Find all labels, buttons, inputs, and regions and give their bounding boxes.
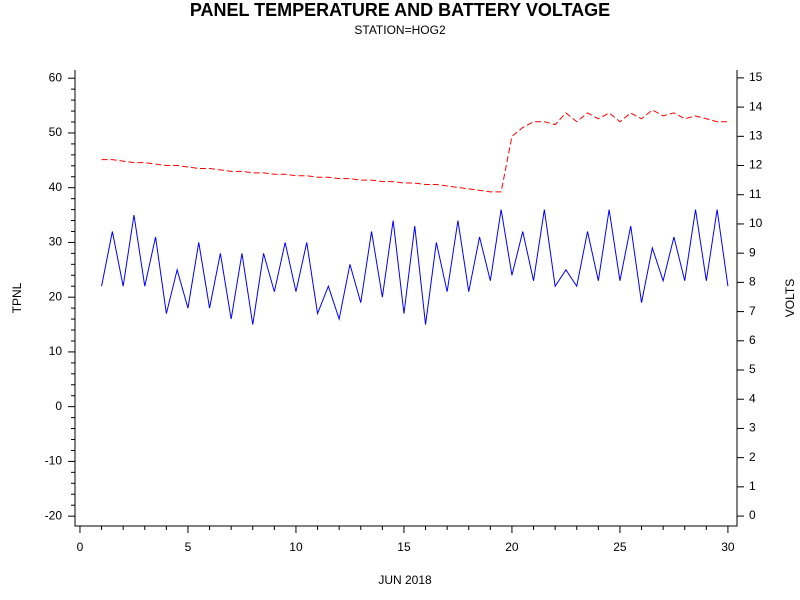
y2-tick-label: 9 xyxy=(749,245,756,259)
y2-tick-label: 12 xyxy=(749,158,763,172)
chart-title: PANEL TEMPERATURE AND BATTERY VOLTAGE xyxy=(190,0,610,20)
x-tick-label: 10 xyxy=(289,540,303,554)
y-axis-label: TPNL xyxy=(10,282,24,313)
axis-frame xyxy=(74,70,738,527)
x-axis-label: JUN 2018 xyxy=(378,573,432,587)
x-tick-label: 30 xyxy=(721,540,735,554)
y-tick-label: -20 xyxy=(45,508,63,522)
y2-tick-label: 15 xyxy=(749,70,763,84)
x-tick-label: 20 xyxy=(505,540,519,554)
y2-tick-label: 3 xyxy=(749,421,756,435)
y-tick-label: 10 xyxy=(49,344,63,358)
y-tick-label: 20 xyxy=(49,289,63,303)
data-line xyxy=(101,109,728,193)
y-tick-label: -10 xyxy=(45,454,63,468)
y-tick-label: 0 xyxy=(55,399,62,413)
y2-tick-label: 2 xyxy=(749,450,756,464)
y2-tick-label: 8 xyxy=(749,275,756,289)
y-tick-label: 40 xyxy=(49,180,63,194)
y-tick-label: 30 xyxy=(49,235,63,249)
chart-subtitle: STATION=HOG2 xyxy=(354,23,446,37)
y2-axis-label: VOLTS xyxy=(783,279,797,317)
y-tick-label: 60 xyxy=(49,70,63,84)
y2-tick-label: 13 xyxy=(749,128,763,142)
x-tick-label: 25 xyxy=(613,540,627,554)
y2-tick-label: 5 xyxy=(749,362,756,376)
y2-tick-label: 11 xyxy=(749,187,762,201)
x-tick-label: 15 xyxy=(397,540,411,554)
y2-tick-label: 0 xyxy=(749,508,756,522)
data-line xyxy=(101,209,729,325)
y2-tick-label: 10 xyxy=(749,216,763,230)
y2-tick-label: 1 xyxy=(749,479,756,493)
x-tick-label: 0 xyxy=(77,540,84,554)
y2-tick-label: 14 xyxy=(749,99,763,113)
y2-tick-label: 4 xyxy=(749,391,756,405)
x-tick-label: 5 xyxy=(185,540,192,554)
y2-tick-label: 6 xyxy=(749,333,756,347)
y-tick-label: 50 xyxy=(49,125,63,139)
y2-tick-label: 7 xyxy=(749,304,756,318)
